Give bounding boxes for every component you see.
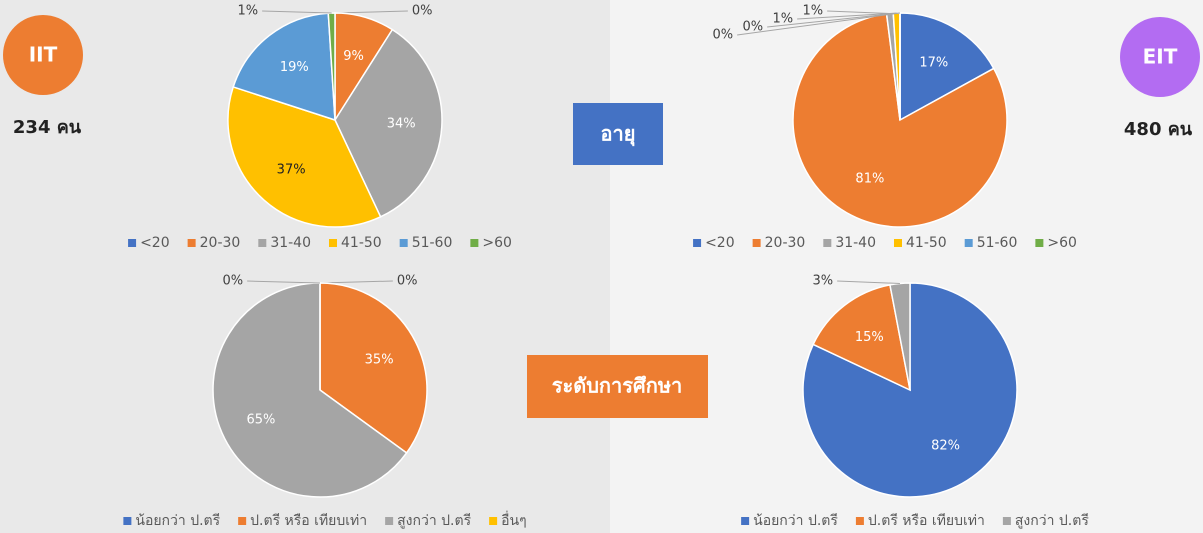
pie-slice [227,85,382,228]
data-label: 17% [919,55,948,70]
legend-swatch [693,239,702,247]
legend-label: น้อยกว่า ป.ตรี [135,513,220,529]
data-label: 15% [855,330,884,345]
data-label: 0% [713,28,734,43]
legend-swatch [329,239,337,247]
data-label: 1% [803,4,824,19]
leader-line [262,10,332,14]
legend-swatch [258,239,267,247]
section-title: อายุ [601,122,636,147]
leader-line [319,280,393,284]
legend-label: 41-50 [341,235,382,251]
data-label: 1% [773,12,794,27]
data-label: 82% [931,439,960,454]
legend-swatch [470,239,479,247]
leader-line [797,12,897,20]
iit-badge [3,15,83,95]
legend-label: <20 [140,235,170,251]
leader-line [767,12,901,28]
badge-label: IIT [29,43,58,67]
pie-slice [212,282,408,498]
legend-label: 31-40 [835,235,876,251]
data-label: 0% [397,274,418,289]
legend-swatch [128,239,137,247]
section-title: ระดับการศึกษา [552,374,682,398]
pie-slice [334,28,443,218]
legend-swatch [1002,517,1011,525]
legend-swatch [752,239,761,247]
legend-swatch [238,517,247,525]
data-label: 35% [365,352,394,367]
legend-label: สูงกว่า ป.ตรี [1015,513,1089,529]
legend-label: 51-60 [412,235,453,251]
data-label: 37% [277,162,306,177]
legend-label: 31-40 [270,235,311,251]
leader-line [737,12,901,36]
legend-label: >60 [1047,235,1077,251]
legend-label: ป.ตรี หรือ เทียบเท่า [250,513,367,529]
legend-swatch [741,517,750,525]
data-label: 9% [343,49,364,64]
data-label: 0% [412,4,433,19]
legend-label: อื่นๆ [501,511,527,529]
data-label: 0% [743,20,764,35]
data-label: 81% [855,172,884,187]
legend-label: 41-50 [906,235,947,251]
legend-swatch [964,239,973,247]
legend-label: <20 [705,235,735,251]
legend-label: 20-30 [200,235,241,251]
data-label: 0% [223,274,244,289]
legend-label: 51-60 [977,235,1018,251]
eit-badge [1120,17,1200,97]
badge-count: 234 คน [13,117,82,138]
legend-swatch [855,517,864,525]
pie-slice [232,12,336,122]
leader-line [247,280,321,284]
legend-label: >60 [482,235,512,251]
pie-slice [812,284,912,392]
leader-line [837,280,900,284]
legend-swatch [1035,239,1044,247]
leader-line [827,10,890,14]
legend-swatch [823,239,832,247]
section-box [527,355,708,418]
data-label: 65% [246,413,275,428]
legend-label: สูงกว่า ป.ตรี [397,513,471,529]
data-label: 1% [238,4,259,19]
data-label: 34% [387,117,416,132]
leader-line [334,10,408,14]
badge-label: EIT [1143,45,1178,69]
pie-slice [899,12,995,122]
legend-swatch [385,517,394,525]
legend-label: ป.ตรี หรือ เทียบเท่า [868,513,985,529]
section-box [573,103,663,165]
legend-label: น้อยกว่า ป.ตรี [753,513,838,529]
data-label: 19% [280,60,309,75]
legend-swatch [399,239,408,247]
legend-swatch [187,239,196,247]
data-label: 3% [813,274,834,289]
legend-swatch [894,239,902,247]
legend-label: 20-30 [765,235,806,251]
legend-swatch [489,517,498,525]
legend-swatch [123,517,132,525]
pie-slice [319,282,428,454]
pie-slice [792,13,1008,228]
badge-count: 480 คน [1124,119,1193,140]
